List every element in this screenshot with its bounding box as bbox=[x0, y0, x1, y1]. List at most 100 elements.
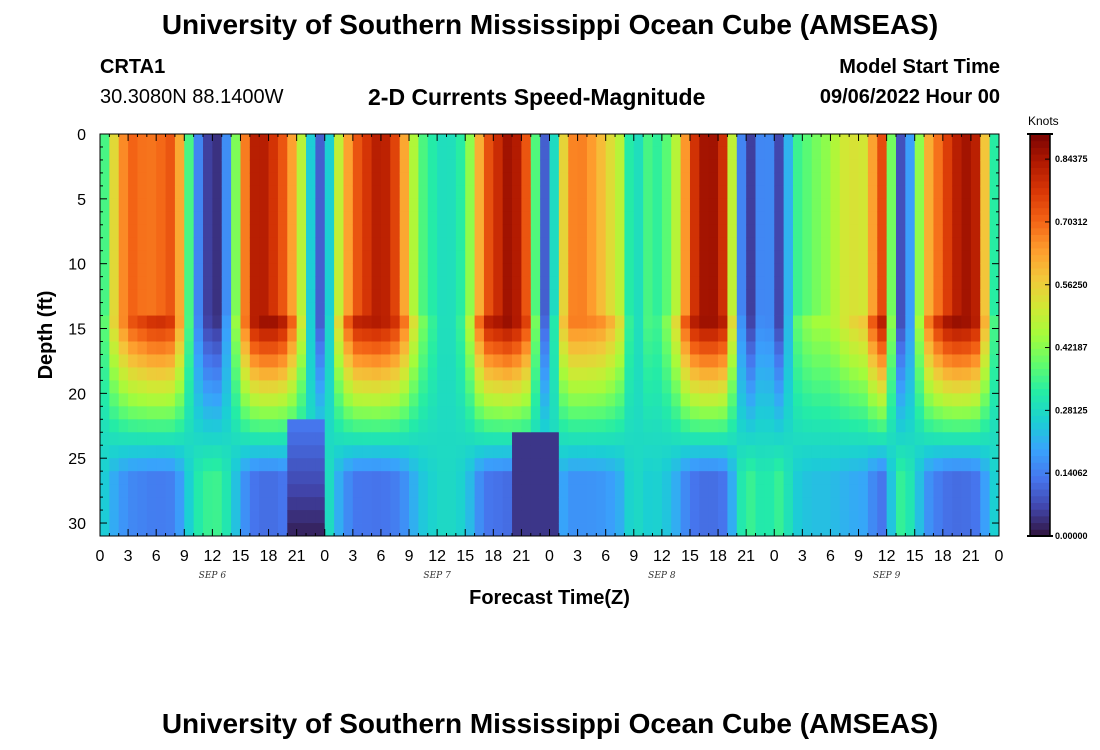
heatmap-cell bbox=[221, 224, 232, 239]
heatmap-cell bbox=[764, 419, 775, 433]
colorbar-label: 0.42187 bbox=[1055, 343, 1088, 353]
heatmap-cell bbox=[802, 458, 813, 472]
heatmap-cell bbox=[596, 523, 607, 537]
heatmap-cell bbox=[849, 510, 859, 524]
heatmap-cell bbox=[568, 172, 578, 187]
heatmap-cell bbox=[689, 159, 700, 174]
heatmap-cell bbox=[418, 458, 429, 472]
colorbar-swatch bbox=[1030, 294, 1050, 302]
heatmap-cell bbox=[409, 263, 419, 278]
heatmap-cell bbox=[249, 341, 260, 355]
heatmap-cell bbox=[821, 250, 831, 265]
heatmap-cell bbox=[343, 263, 354, 278]
heatmap-cell bbox=[427, 289, 438, 303]
heatmap-cell bbox=[277, 159, 288, 174]
heatmap-cell bbox=[418, 276, 429, 291]
heatmap-cell bbox=[905, 419, 916, 433]
heatmap-cell bbox=[568, 198, 578, 213]
heatmap-cell bbox=[399, 159, 410, 174]
heatmap-cell bbox=[933, 224, 944, 239]
heatmap-cell bbox=[577, 419, 588, 433]
heatmap-cell bbox=[586, 445, 597, 459]
heatmap-cell bbox=[296, 159, 307, 174]
x-tick-label: 6 bbox=[601, 548, 610, 565]
heatmap-cell bbox=[736, 172, 747, 187]
heatmap-cell bbox=[689, 289, 700, 303]
heatmap-cell bbox=[877, 185, 888, 200]
heatmap-cell bbox=[633, 134, 644, 148]
heatmap-cell bbox=[933, 328, 944, 342]
heatmap-cell bbox=[324, 432, 335, 446]
heatmap-cell bbox=[156, 445, 166, 459]
heatmap-cell bbox=[877, 302, 888, 316]
heatmap-cell bbox=[146, 341, 157, 355]
heatmap-cell bbox=[633, 198, 644, 213]
heatmap-cell bbox=[652, 263, 663, 278]
heatmap-cell bbox=[221, 484, 232, 498]
x-tick-label: 15 bbox=[232, 548, 250, 565]
heatmap-cell bbox=[633, 146, 644, 161]
heatmap-cell bbox=[184, 289, 195, 303]
heatmap-cell bbox=[961, 289, 972, 303]
heatmap-cell bbox=[193, 393, 204, 407]
heatmap-cell bbox=[924, 393, 934, 407]
heatmap-cell bbox=[708, 198, 719, 213]
heatmap-cell bbox=[427, 185, 438, 200]
heatmap-cell bbox=[418, 328, 429, 342]
heatmap-cell bbox=[680, 276, 691, 291]
heatmap-cell bbox=[942, 134, 953, 148]
heatmap-cell bbox=[409, 198, 419, 213]
heatmap-cell bbox=[502, 172, 513, 187]
colorbar-swatch bbox=[1030, 221, 1050, 229]
heatmap-cell bbox=[615, 263, 625, 278]
heatmap-cell bbox=[390, 328, 401, 342]
heatmap-cell bbox=[924, 432, 934, 446]
heatmap-cell bbox=[914, 367, 925, 381]
heatmap-cell bbox=[184, 393, 195, 407]
heatmap-cell bbox=[877, 146, 888, 161]
heatmap-cell bbox=[558, 484, 569, 498]
heatmap-cell bbox=[905, 159, 916, 174]
heatmap-cell bbox=[652, 289, 663, 303]
heatmap-cell bbox=[109, 250, 120, 265]
heatmap-cell bbox=[746, 289, 756, 303]
heatmap-cell bbox=[933, 393, 944, 407]
heatmap-cell bbox=[399, 380, 410, 394]
heatmap-cell bbox=[502, 354, 513, 368]
heatmap-cell bbox=[905, 523, 916, 537]
heatmap-cell bbox=[390, 432, 401, 446]
heatmap-cell bbox=[577, 458, 588, 472]
heatmap-cell bbox=[493, 134, 504, 148]
heatmap-cell bbox=[970, 185, 981, 200]
heatmap-cell bbox=[306, 172, 316, 187]
heatmap-cell bbox=[231, 445, 241, 459]
heatmap-cell bbox=[830, 341, 841, 355]
heatmap-cell bbox=[240, 159, 251, 174]
heatmap-cell bbox=[268, 276, 279, 291]
heatmap-cell bbox=[174, 172, 185, 187]
heatmap-cell bbox=[268, 484, 279, 498]
heatmap-cell bbox=[399, 419, 410, 433]
heatmap-cell bbox=[661, 341, 672, 355]
heatmap-cell bbox=[933, 471, 944, 485]
heatmap-cell bbox=[624, 224, 635, 239]
heatmap-cell bbox=[792, 432, 803, 446]
heatmap-cell bbox=[502, 159, 513, 174]
colorbar-label: 0.84375 bbox=[1055, 154, 1088, 164]
heatmap-cell bbox=[249, 134, 260, 148]
heatmap-cell bbox=[324, 523, 335, 537]
heatmap-cell bbox=[334, 185, 344, 200]
heatmap-cell bbox=[914, 419, 925, 433]
heatmap-cell bbox=[521, 523, 532, 537]
heatmap-cell bbox=[409, 484, 419, 498]
heatmap-cell bbox=[718, 172, 728, 187]
heatmap-cell bbox=[306, 510, 316, 524]
heatmap-cell bbox=[661, 315, 672, 329]
heatmap-cell bbox=[886, 315, 897, 329]
heatmap-cell bbox=[324, 367, 335, 381]
heatmap-cell bbox=[877, 367, 888, 381]
heatmap-cell bbox=[764, 445, 775, 459]
heatmap-cell bbox=[128, 134, 138, 148]
heatmap-cell bbox=[212, 263, 223, 278]
